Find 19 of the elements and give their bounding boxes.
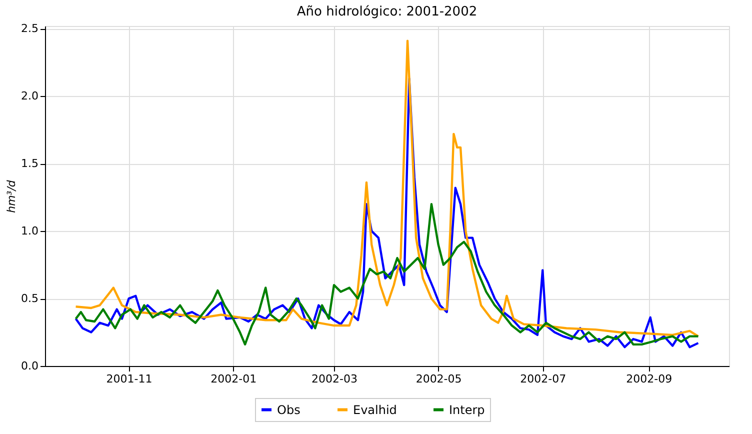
chart-title: Año hidrológico: 2001-2002 (296, 4, 478, 20)
y-tick-label: 1.5 (21, 157, 38, 170)
x-tick-label: 2001-11 (106, 372, 152, 386)
x-tick-label: 2002-07 (520, 372, 566, 386)
y-tick-label: 0.0 (21, 360, 38, 372)
y-tick-label: 2.5 (21, 22, 38, 36)
y-tick-label: 2.0 (21, 90, 38, 103)
x-tick-label: 2002-09 (626, 372, 672, 386)
line-series (74, 40, 700, 338)
x-tick-label: 2002-01 (210, 372, 257, 386)
y-tick-label: 1.0 (21, 224, 38, 238)
x-tick-label: 2002-03 (312, 372, 358, 386)
x-tick-label: 2002-05 (416, 372, 462, 386)
legend-label: Evalhid (353, 402, 397, 417)
legend-label: Obs (277, 402, 300, 417)
y-axis-title: hm³/d (5, 179, 18, 213)
y-tick-label: 0.5 (21, 292, 38, 306)
legend-label: Interp (449, 402, 485, 417)
line-series (74, 202, 700, 346)
